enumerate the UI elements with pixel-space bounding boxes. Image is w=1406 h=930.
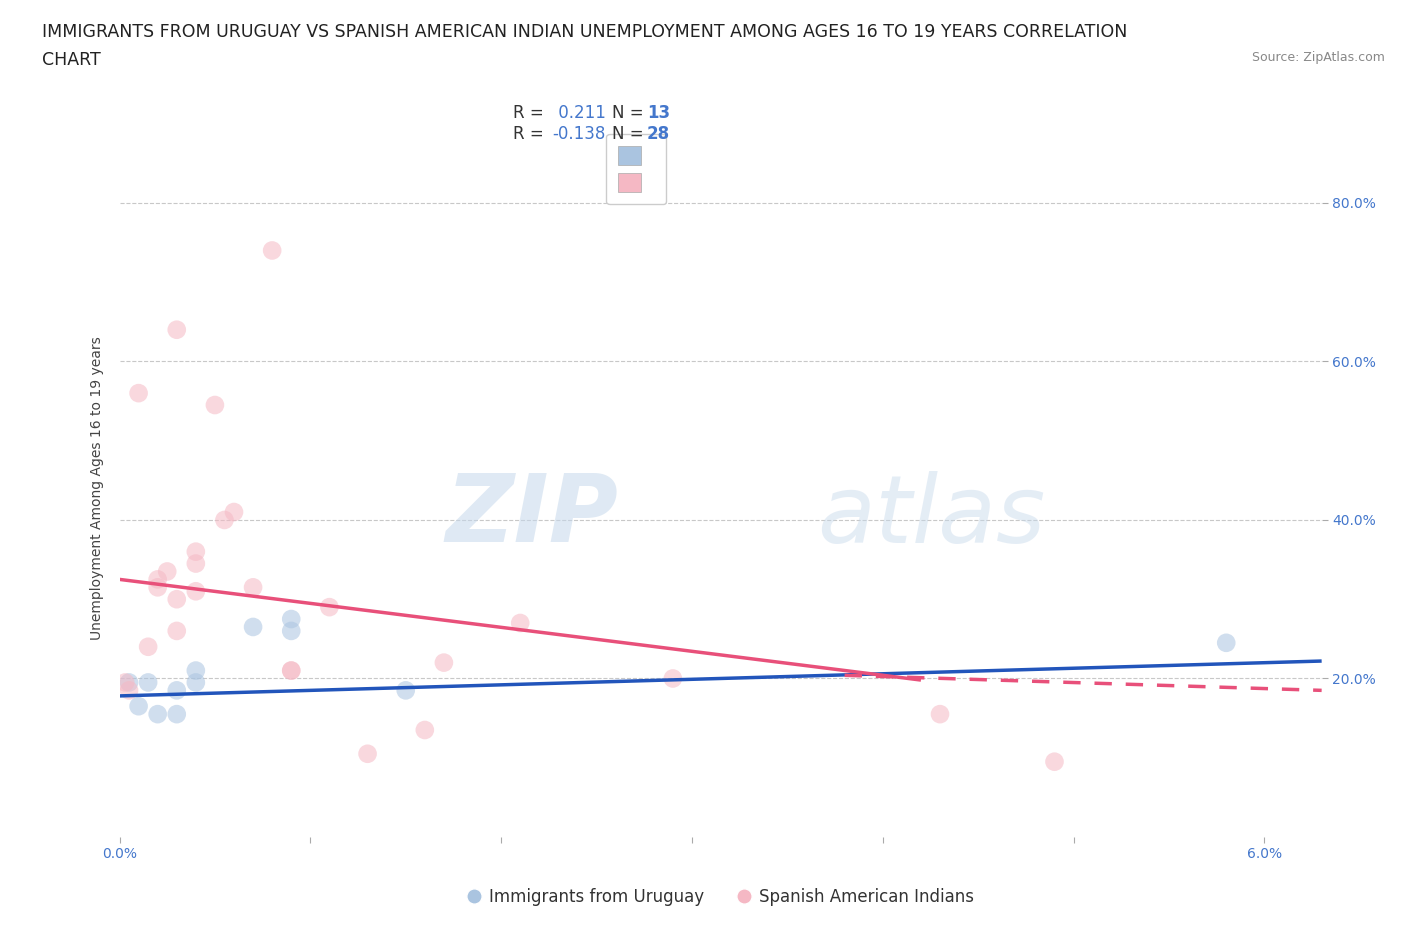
Point — [118, 675, 141, 690]
Text: N =: N = — [612, 104, 648, 123]
Point — [318, 600, 340, 615]
Text: ZIP: ZIP — [446, 471, 619, 562]
Point — [184, 584, 207, 599]
Point — [280, 612, 302, 627]
Point — [214, 512, 236, 527]
Point — [118, 683, 141, 698]
Text: 13: 13 — [647, 104, 669, 123]
Point — [146, 580, 169, 595]
Point — [242, 619, 264, 634]
Point — [156, 564, 179, 578]
Point — [509, 616, 531, 631]
Legend: Immigrants from Uruguay, Spanish American Indians: Immigrants from Uruguay, Spanish America… — [461, 881, 980, 912]
Text: CHART: CHART — [42, 51, 101, 69]
Point — [128, 386, 150, 401]
Text: 0.211: 0.211 — [553, 104, 606, 123]
Point — [146, 707, 169, 722]
Text: IMMIGRANTS FROM URUGUAY VS SPANISH AMERICAN INDIAN UNEMPLOYMENT AMONG AGES 16 TO: IMMIGRANTS FROM URUGUAY VS SPANISH AMERI… — [42, 23, 1128, 41]
Point — [166, 623, 188, 638]
Point — [166, 683, 188, 698]
Point — [166, 323, 188, 338]
Point — [146, 572, 169, 587]
Point — [166, 707, 188, 722]
Point — [262, 243, 284, 258]
Text: N =: N = — [612, 125, 648, 143]
Point — [1043, 754, 1066, 769]
Point — [356, 747, 378, 762]
Point — [184, 544, 207, 559]
Point — [128, 698, 150, 713]
Point — [114, 675, 136, 690]
Point — [222, 505, 245, 520]
Text: Source: ZipAtlas.com: Source: ZipAtlas.com — [1251, 51, 1385, 64]
Point — [280, 623, 302, 638]
Point — [413, 723, 436, 737]
Point — [395, 683, 418, 698]
Point — [1215, 635, 1237, 650]
Text: R =: R = — [513, 104, 550, 123]
Point — [204, 398, 226, 413]
Point — [184, 556, 207, 571]
Text: R =: R = — [513, 125, 550, 143]
Point — [280, 663, 302, 678]
Text: atlas: atlas — [817, 471, 1045, 562]
Point — [929, 707, 952, 722]
Point — [242, 580, 264, 595]
Point — [184, 663, 207, 678]
Point — [433, 655, 456, 670]
Point — [184, 675, 207, 690]
Text: 28: 28 — [647, 125, 669, 143]
Point — [662, 671, 685, 686]
Point — [166, 591, 188, 606]
Text: -0.138: -0.138 — [553, 125, 606, 143]
Point — [136, 675, 159, 690]
Y-axis label: Unemployment Among Ages 16 to 19 years: Unemployment Among Ages 16 to 19 years — [90, 337, 104, 640]
Point — [280, 663, 302, 678]
Point — [136, 639, 159, 654]
